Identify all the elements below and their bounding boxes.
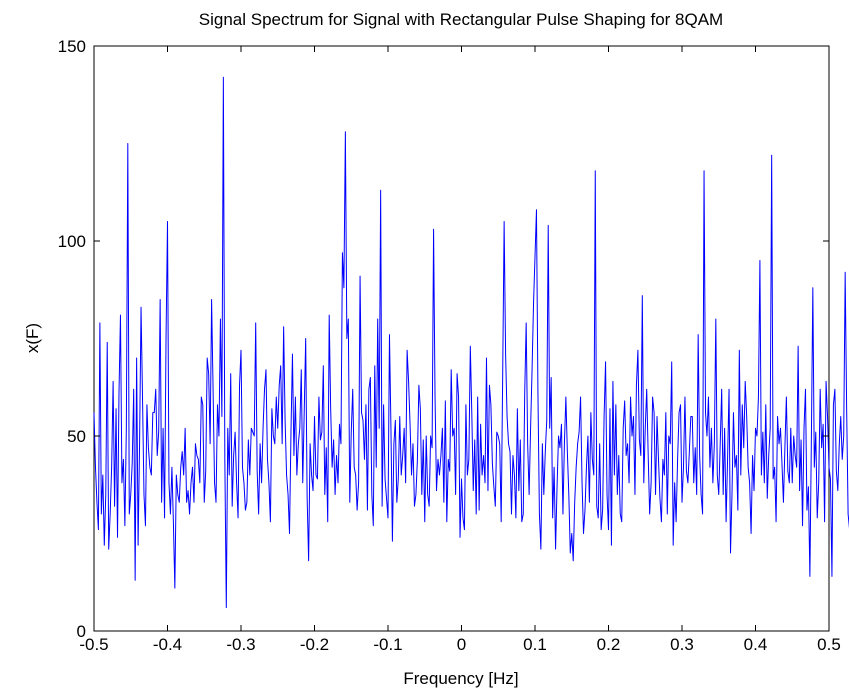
x-tick-label: -0.4 [153, 635, 182, 654]
x-tick-label: 0 [457, 635, 466, 654]
x-tick-label: 0.5 [817, 635, 841, 654]
y-axis: 0 50 100 150 [58, 37, 829, 641]
x-tick-label: 0.1 [523, 635, 547, 654]
x-axis-label: Frequency [Hz] [403, 669, 518, 688]
y-tick-label: 150 [58, 37, 86, 56]
x-tick-label: -0.1 [373, 635, 402, 654]
x-tick-label: -0.5 [79, 635, 108, 654]
series-layer [93, 76, 849, 609]
chart-title: Signal Spectrum for Signal with Rectangu… [199, 10, 723, 29]
y-tick-label: 50 [67, 427, 86, 446]
y-tick-label: 0 [77, 622, 86, 641]
x-tick-label: 0.4 [744, 635, 768, 654]
y-tick-label: 100 [58, 232, 86, 251]
series-line-0 [93, 76, 849, 609]
x-axis: -0.5 -0.4 -0.3 -0.2 -0.1 0 0.1 0.2 0.3 0.4 0.5 [79, 46, 841, 654]
y-axis-label: x(F) [23, 323, 42, 353]
x-tick-label: -0.3 [226, 635, 255, 654]
x-tick-label: 0.2 [597, 635, 621, 654]
x-tick-label: 0.3 [670, 635, 694, 654]
plot-area [93, 45, 830, 632]
x-tick-label: -0.2 [300, 635, 329, 654]
